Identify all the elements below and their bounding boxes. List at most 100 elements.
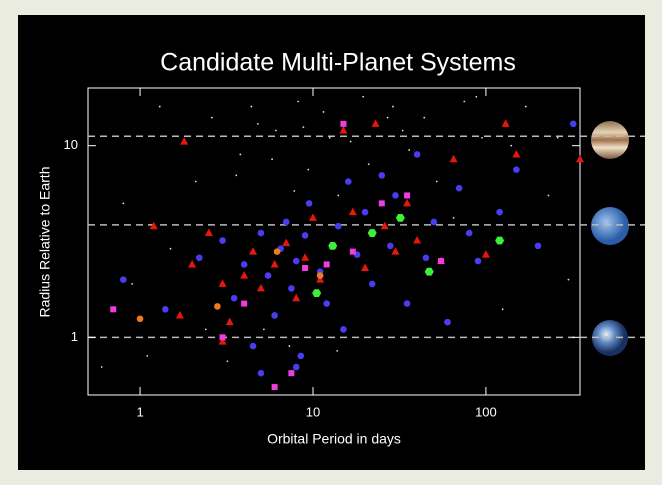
point bbox=[119, 276, 127, 283]
y-tick-label: 10 bbox=[64, 137, 78, 152]
point bbox=[452, 216, 455, 219]
point bbox=[340, 326, 347, 333]
point bbox=[210, 116, 213, 119]
point bbox=[438, 258, 445, 265]
point bbox=[512, 149, 521, 158]
point bbox=[576, 154, 584, 163]
point bbox=[136, 315, 144, 323]
point bbox=[256, 122, 259, 125]
point bbox=[175, 310, 184, 319]
point bbox=[256, 283, 265, 292]
point bbox=[422, 254, 430, 262]
point bbox=[257, 229, 265, 237]
point bbox=[336, 349, 339, 352]
point bbox=[475, 95, 478, 98]
point bbox=[424, 267, 434, 276]
point bbox=[368, 280, 376, 288]
point bbox=[239, 153, 242, 156]
point bbox=[218, 279, 227, 287]
point bbox=[302, 126, 305, 129]
point bbox=[556, 136, 559, 139]
neptune-icon bbox=[591, 207, 629, 245]
point bbox=[513, 166, 520, 173]
point bbox=[395, 213, 405, 222]
point bbox=[241, 300, 248, 307]
point bbox=[481, 136, 483, 139]
point bbox=[430, 218, 438, 226]
point bbox=[274, 129, 277, 132]
point bbox=[305, 200, 313, 207]
plot-frame bbox=[87, 87, 581, 396]
point bbox=[323, 300, 330, 307]
point bbox=[423, 116, 426, 119]
point bbox=[188, 259, 197, 268]
point bbox=[392, 105, 394, 108]
point bbox=[146, 354, 149, 357]
point bbox=[214, 303, 221, 310]
point bbox=[270, 259, 279, 268]
point bbox=[455, 184, 463, 192]
point bbox=[288, 285, 295, 292]
point bbox=[282, 218, 290, 226]
point bbox=[308, 213, 317, 221]
point bbox=[316, 275, 325, 283]
point bbox=[387, 242, 394, 250]
point bbox=[328, 241, 338, 250]
point bbox=[408, 149, 411, 151]
point bbox=[362, 95, 365, 98]
point bbox=[292, 257, 300, 265]
point bbox=[235, 174, 238, 177]
point bbox=[391, 247, 400, 255]
point bbox=[271, 158, 273, 161]
point bbox=[257, 369, 265, 377]
point bbox=[510, 144, 513, 147]
plot-area: 1 10 100 1 10 bbox=[64, 88, 645, 419]
point bbox=[435, 180, 438, 183]
point bbox=[195, 254, 203, 262]
point bbox=[292, 363, 300, 371]
point bbox=[271, 312, 278, 319]
point bbox=[149, 221, 158, 230]
point bbox=[495, 236, 505, 245]
point bbox=[301, 253, 310, 261]
point bbox=[501, 308, 504, 311]
point bbox=[392, 192, 399, 199]
point bbox=[413, 151, 421, 158]
point bbox=[262, 328, 265, 331]
y-axis-label: Radius Relative to Earth bbox=[37, 167, 53, 318]
point bbox=[403, 198, 412, 207]
point bbox=[100, 366, 103, 368]
point bbox=[297, 100, 299, 103]
point bbox=[169, 247, 172, 250]
point bbox=[219, 237, 226, 244]
point bbox=[349, 140, 352, 143]
point bbox=[240, 261, 248, 268]
point bbox=[349, 248, 356, 255]
point bbox=[377, 336, 380, 339]
chart-title: Candidate Multi-Planet Systems bbox=[160, 49, 516, 77]
point bbox=[386, 116, 389, 119]
point bbox=[524, 105, 527, 108]
point bbox=[339, 126, 348, 134]
point bbox=[273, 248, 281, 255]
point bbox=[534, 242, 542, 250]
point bbox=[158, 105, 161, 108]
point bbox=[380, 221, 389, 230]
point bbox=[322, 111, 325, 113]
point bbox=[219, 334, 226, 341]
point bbox=[569, 120, 577, 128]
point bbox=[348, 207, 357, 216]
point bbox=[122, 202, 125, 205]
point bbox=[240, 271, 249, 279]
point bbox=[361, 263, 370, 271]
point bbox=[297, 352, 305, 360]
x-tick-label: 1 bbox=[136, 404, 143, 419]
point bbox=[465, 229, 473, 237]
point bbox=[340, 120, 347, 127]
point bbox=[131, 282, 134, 285]
point bbox=[293, 190, 296, 192]
point bbox=[567, 278, 570, 281]
y-tick-label: 1 bbox=[71, 329, 78, 344]
point bbox=[230, 294, 238, 302]
point bbox=[444, 318, 451, 326]
